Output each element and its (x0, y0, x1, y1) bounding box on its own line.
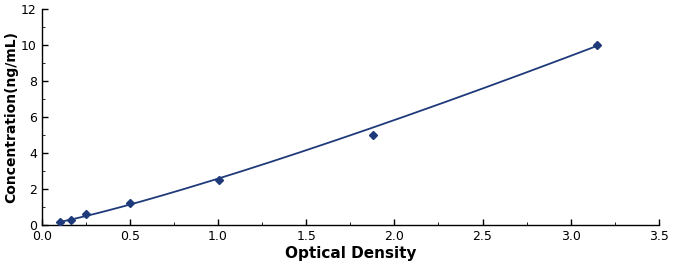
X-axis label: Optical Density: Optical Density (285, 246, 416, 261)
Y-axis label: Concentration(ng/mL): Concentration(ng/mL) (4, 31, 18, 203)
